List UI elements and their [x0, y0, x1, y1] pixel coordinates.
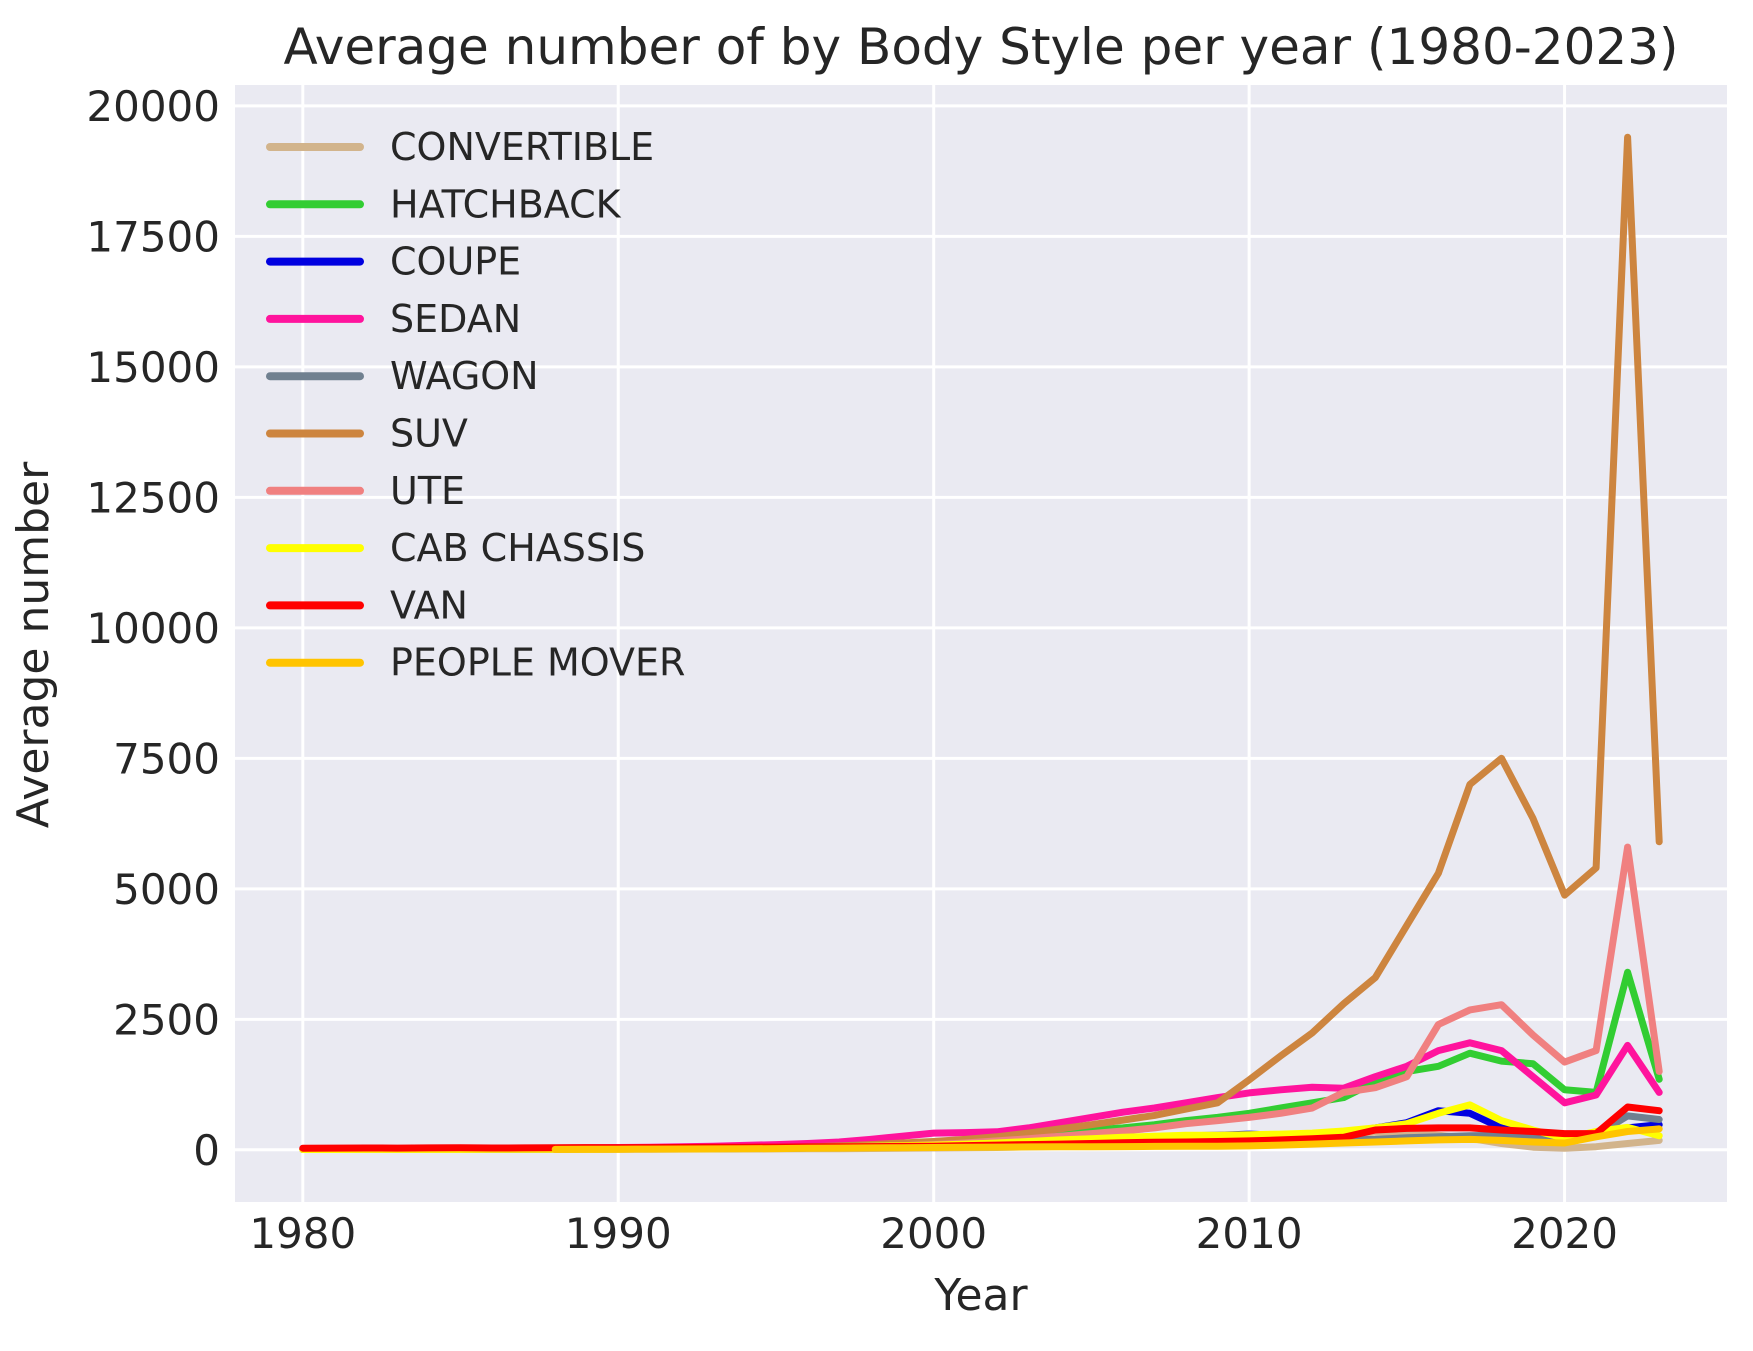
tick-labels-group: 0 2500 5000 7500 10000 12500 15000 17500 20000 19…: [86, 82, 1618, 1258]
legend-item: COUPE: [266, 240, 521, 284]
legend-item: SUV: [266, 412, 468, 456]
x-tick-label: 2020: [1511, 1209, 1618, 1258]
gridlines-group: [235, 85, 1727, 1202]
legend-label: VAN: [390, 583, 468, 627]
legend-label: SUV: [390, 412, 468, 456]
x-tick-label: 2000: [880, 1209, 987, 1258]
y-tick-label: 2500: [113, 995, 220, 1044]
y-tick-label: 12500: [86, 473, 220, 522]
y-tick-label: 7500: [113, 734, 220, 783]
legend-label: COUPE: [390, 240, 521, 284]
x-tick-label: 2010: [1196, 1209, 1303, 1258]
series-lines-group: [299, 133, 1663, 1153]
legend-item: CONVERTIBLE: [266, 125, 654, 169]
legend-label: SEDAN: [390, 297, 521, 341]
legend-label: HATCHBACK: [390, 182, 622, 226]
legend-label: CONVERTIBLE: [390, 125, 654, 169]
legend-item: SEDAN: [266, 297, 521, 341]
legend-label: WAGON: [390, 354, 539, 398]
legend-item: UTE: [266, 469, 465, 513]
plot-background: [235, 85, 1727, 1202]
y-tick-label: 5000: [113, 865, 220, 914]
legend-item: HATCHBACK: [266, 182, 622, 226]
y-tick-label: 10000: [86, 604, 220, 653]
legend-item: WAGON: [266, 354, 539, 398]
series-line-people-mover: [551, 1125, 1663, 1153]
y-tick-label: 0: [193, 1126, 220, 1175]
y-axis-label: Average number: [8, 461, 59, 828]
y-tick-label: 15000: [86, 343, 220, 392]
legend-item: PEOPLE MOVER: [266, 641, 685, 685]
chart-title: Average number of by Body Style per year…: [283, 18, 1678, 76]
legend-label: CAB CHASSIS: [390, 526, 645, 570]
legend-item: VAN: [266, 583, 468, 627]
y-tick-label: 17500: [86, 212, 220, 261]
x-axis-label: Year: [933, 1270, 1028, 1321]
legend-item: CAB CHASSIS: [266, 526, 645, 570]
legend-label: PEOPLE MOVER: [390, 641, 685, 685]
legend-label: UTE: [390, 469, 465, 513]
legend-group: CONVERTIBLE HATCHBACK COUPE SEDAN WAGON SUV UT…: [266, 125, 685, 685]
x-tick-label: 1990: [565, 1209, 672, 1258]
x-tick-label: 1980: [249, 1209, 356, 1258]
plot-area-group: [235, 85, 1727, 1202]
y-tick-label: 20000: [86, 82, 220, 131]
